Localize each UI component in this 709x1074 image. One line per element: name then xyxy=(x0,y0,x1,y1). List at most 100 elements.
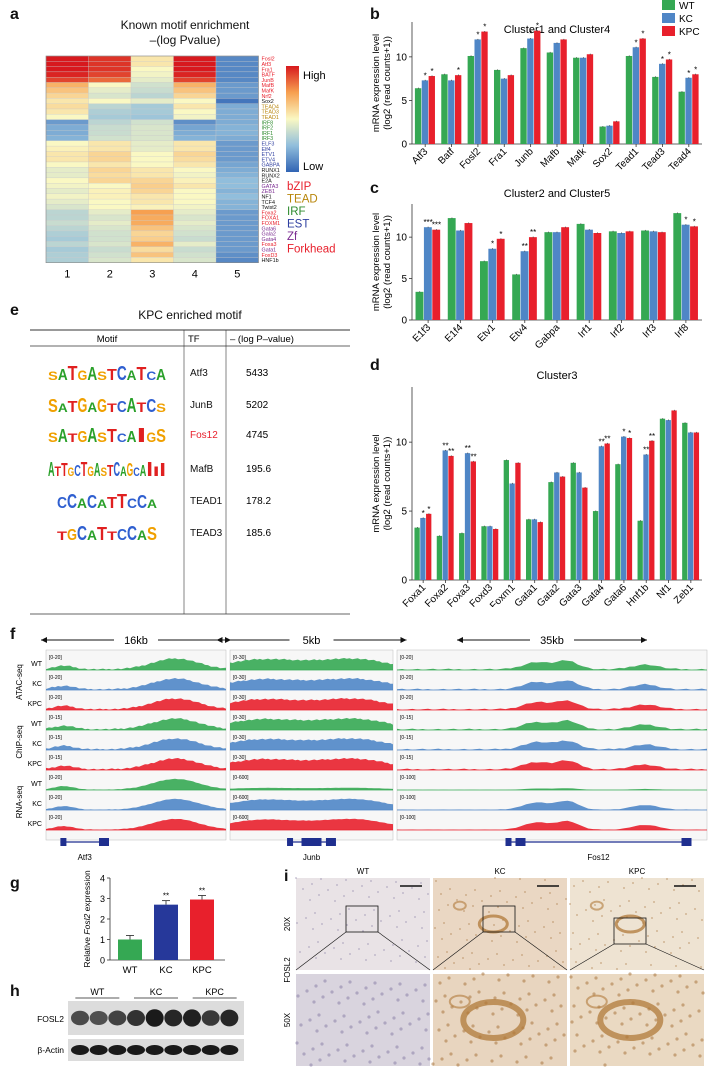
heatmap-cell xyxy=(45,61,89,67)
bar xyxy=(500,78,508,144)
ihc-nucleus xyxy=(613,1011,617,1015)
ihc-nucleus xyxy=(694,908,696,910)
bar xyxy=(586,54,594,144)
x-tick-label: Irf2 xyxy=(609,322,627,340)
ihc-nucleus xyxy=(562,1033,566,1037)
y-axis-label: Relative Fosl2 expression xyxy=(82,870,92,968)
heatmap-cell xyxy=(130,183,174,189)
ihc-nucleus xyxy=(527,920,529,922)
heatmap-cell xyxy=(88,251,132,258)
heatmap-cell xyxy=(88,92,132,99)
ihc-nucleus xyxy=(390,960,392,962)
ihc-nucleus xyxy=(463,910,465,912)
bar xyxy=(459,533,465,580)
bar xyxy=(582,487,588,580)
heatmap-cell xyxy=(215,124,259,131)
ihc-nucleus xyxy=(321,995,325,999)
heatmap-cell xyxy=(130,257,174,263)
ihc-nucleus xyxy=(418,1062,422,1066)
track-signal xyxy=(397,820,707,830)
heatmap-cell xyxy=(215,220,259,226)
significance-marker: ** xyxy=(199,887,205,896)
bar xyxy=(474,39,481,144)
y-axis-label-line2: (log2 (read counts+1)) xyxy=(382,36,393,130)
ihc-nucleus xyxy=(610,910,612,912)
significance-marker: ** xyxy=(442,441,448,450)
heatmap-cell xyxy=(45,145,89,152)
ihc-tile xyxy=(433,974,567,1066)
heatmap-cell xyxy=(88,66,132,73)
motif-logo-letter: C xyxy=(146,396,156,416)
heatmap-cell xyxy=(88,204,132,210)
heatmap-cell xyxy=(173,177,217,184)
western-band-label: β-Actin xyxy=(37,1045,64,1055)
bar xyxy=(479,261,488,320)
ihc-nucleus xyxy=(327,889,329,891)
bar xyxy=(515,462,521,580)
track-range: [0-15] xyxy=(400,715,413,721)
heatmap-cell xyxy=(88,55,132,62)
ihc-nucleus xyxy=(490,1059,494,1063)
ihc-nucleus xyxy=(377,1055,381,1059)
ihc-nucleus xyxy=(361,1049,365,1053)
bar xyxy=(520,251,529,320)
ihc-nucleus xyxy=(343,895,345,897)
ihc-nucleus xyxy=(444,967,446,969)
heatmap-cell xyxy=(45,108,89,115)
heatmap-row-label: Gata4 xyxy=(262,237,277,243)
ihc-nucleus xyxy=(519,1042,523,1046)
western-band xyxy=(220,1045,239,1055)
ihc-stain-label: FOSL2 xyxy=(283,957,292,983)
ihc-nucleus xyxy=(654,1018,658,1022)
ihc-nucleus xyxy=(688,942,690,944)
ihc-nucleus xyxy=(524,891,526,893)
ihc-nucleus xyxy=(601,915,603,917)
significance-marker: * xyxy=(476,30,479,39)
heatmap-cell xyxy=(45,151,89,157)
ihc-nucleus xyxy=(682,1048,686,1052)
motif-logo-letter: C xyxy=(67,491,77,513)
family-legend-est: EST xyxy=(287,219,309,231)
significance-marker: * xyxy=(628,429,631,438)
heatmap-cell xyxy=(215,119,259,126)
significance-marker: * xyxy=(499,230,502,239)
bar xyxy=(481,526,487,580)
heatmap-cell xyxy=(88,188,132,194)
ihc-nucleus xyxy=(546,1027,550,1031)
ihc-nucleus xyxy=(600,1034,604,1038)
ihc-nucleus xyxy=(405,921,407,923)
ihc-nucleus xyxy=(370,1044,374,1048)
y-tick-label: 5 xyxy=(401,96,407,107)
bar xyxy=(488,248,497,320)
significance-marker: ** xyxy=(643,446,649,455)
x-tick-label: Irf1 xyxy=(576,322,594,340)
bar xyxy=(503,460,509,580)
ihc-nucleus xyxy=(358,948,360,950)
ihc-nucleus xyxy=(392,944,394,946)
ihc-nucleus xyxy=(681,931,683,933)
bar xyxy=(606,125,613,144)
heatmap-cell xyxy=(45,204,89,210)
ihc-nucleus xyxy=(604,1016,608,1020)
ihc-nucleus xyxy=(441,1010,445,1014)
heatmap-cell xyxy=(215,130,259,136)
western-band xyxy=(220,1009,239,1027)
motif-logo-letter: A xyxy=(127,395,137,417)
ihc-nucleus xyxy=(556,975,560,979)
significance-marker: ** xyxy=(530,228,536,237)
ihc-nucleus xyxy=(528,1037,532,1041)
ihc-nucleus xyxy=(459,1000,463,1004)
heatmap-cell xyxy=(130,98,174,104)
ihc-nucleus xyxy=(398,910,400,912)
ihc-nucleus xyxy=(685,913,687,915)
western-band xyxy=(201,1010,220,1026)
heatmap-cell xyxy=(88,145,132,152)
ihc-nucleus xyxy=(453,1034,457,1038)
ihc-nucleus xyxy=(585,909,587,911)
ihc-nucleus xyxy=(305,989,309,993)
heatmap-cell xyxy=(45,193,89,200)
heatmap-cell xyxy=(215,114,259,120)
track-signal xyxy=(46,758,226,770)
ihc-nucleus xyxy=(549,1056,553,1060)
bar xyxy=(492,528,499,580)
